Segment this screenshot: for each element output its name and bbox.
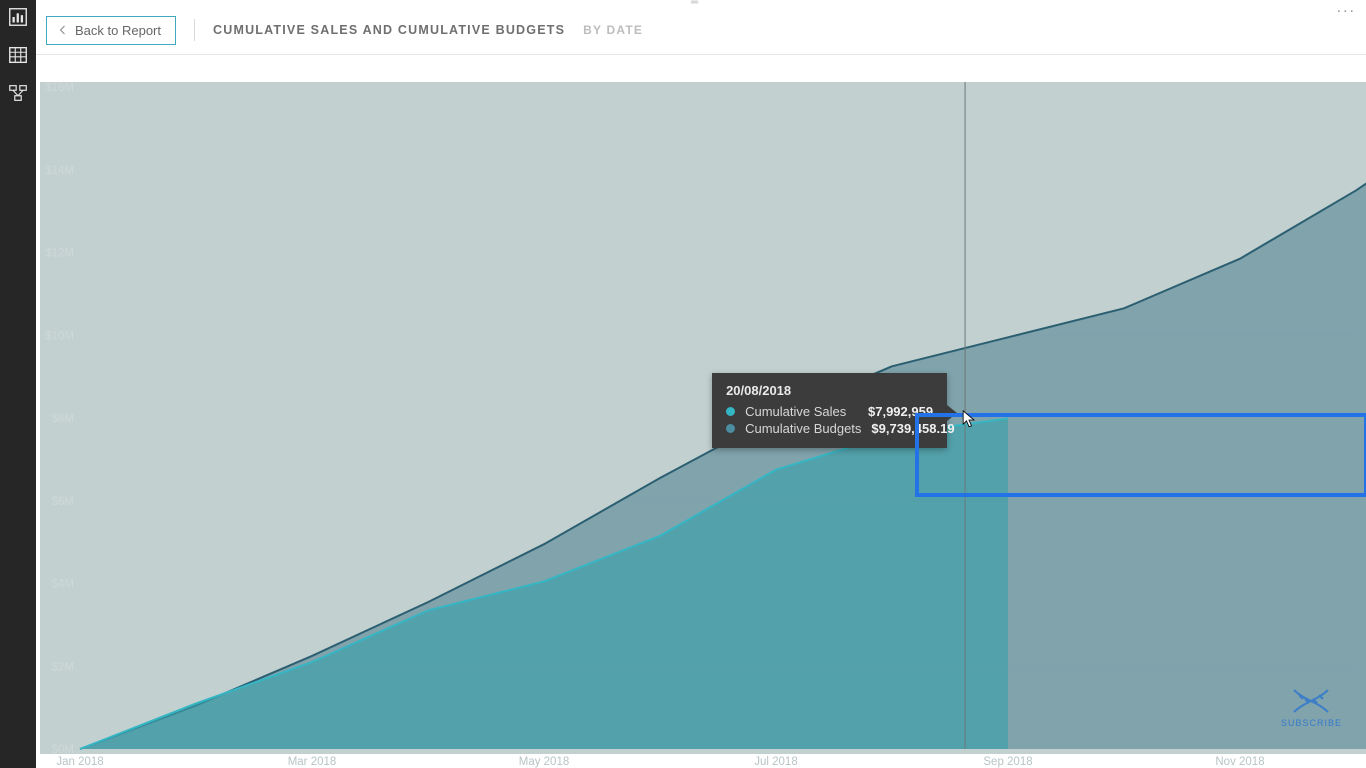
svg-text:Jan 2018: Jan 2018 [56,756,103,768]
svg-text:$8M: $8M [52,413,74,425]
area-chart-svg[interactable]: $0M $2M $4M $6M $8M $10M $12M $14M $16M Jan 2018 M… [36,55,1366,768]
svg-text:$12M: $12M [45,248,74,260]
tooltip-row-sales: Cumulative Sales $7,992,959 [726,404,933,419]
tooltip-dot-sales [726,407,735,416]
svg-text:$2M: $2M [52,661,74,673]
report-view-icon[interactable] [7,6,29,28]
svg-text:$6M: $6M [52,496,74,508]
more-options-button[interactable]: ... [1337,0,1356,17]
svg-text:Jul 2018: Jul 2018 [754,756,797,768]
svg-text:$10M: $10M [45,330,74,342]
window-topbar: ═ ... [36,0,1366,6]
chevron-left-icon [57,24,69,36]
tooltip-dot-budgets [726,424,735,433]
header-divider [194,19,195,41]
chart-tooltip: 20/08/2018 Cumulative Sales $7,992,959 C… [712,373,947,448]
back-label: Back to Report [75,23,161,38]
visual-title: CUMULATIVE SALES AND CUMULATIVE BUDGETS [213,23,565,37]
main-panel: ═ ... Back to Report CUMULATIVE SALES AN… [36,0,1366,768]
tooltip-date: 20/08/2018 [726,383,933,398]
svg-text:Mar 2018: Mar 2018 [288,756,337,768]
tooltip-value-budgets: $9,739,458.19 [871,421,954,436]
svg-text:$14M: $14M [45,165,74,177]
chart-area[interactable]: Cumulative Sales Cumulative Budgets $0M$… [36,55,1366,768]
tooltip-label-budgets: Cumulative Budgets [745,421,861,436]
tooltip-value-sales: $7,992,959 [868,404,933,419]
svg-text:Sep 2018: Sep 2018 [983,756,1032,768]
data-view-icon[interactable] [7,44,29,66]
svg-text:May 2018: May 2018 [519,756,570,768]
svg-text:$4M: $4M [52,579,74,591]
svg-text:$16M: $16M [45,82,74,94]
svg-text:Nov 2018: Nov 2018 [1215,756,1264,768]
tooltip-label-sales: Cumulative Sales [745,404,846,419]
model-view-icon[interactable] [7,82,29,104]
app-root: ═ ... Back to Report CUMULATIVE SALES AN… [0,0,1366,768]
tooltip-arrow-icon [947,405,957,421]
focus-header: Back to Report CUMULATIVE SALES AND CUMU… [36,6,1366,55]
left-nav-sidebar [0,0,36,768]
tooltip-row-budgets: Cumulative Budgets $9,739,458.19 [726,421,933,436]
svg-text:$0M: $0M [52,744,74,756]
visual-subtitle: BY DATE [583,23,643,37]
back-to-report-button[interactable]: Back to Report [46,16,176,45]
drag-grip-icon[interactable]: ═ [691,1,711,5]
